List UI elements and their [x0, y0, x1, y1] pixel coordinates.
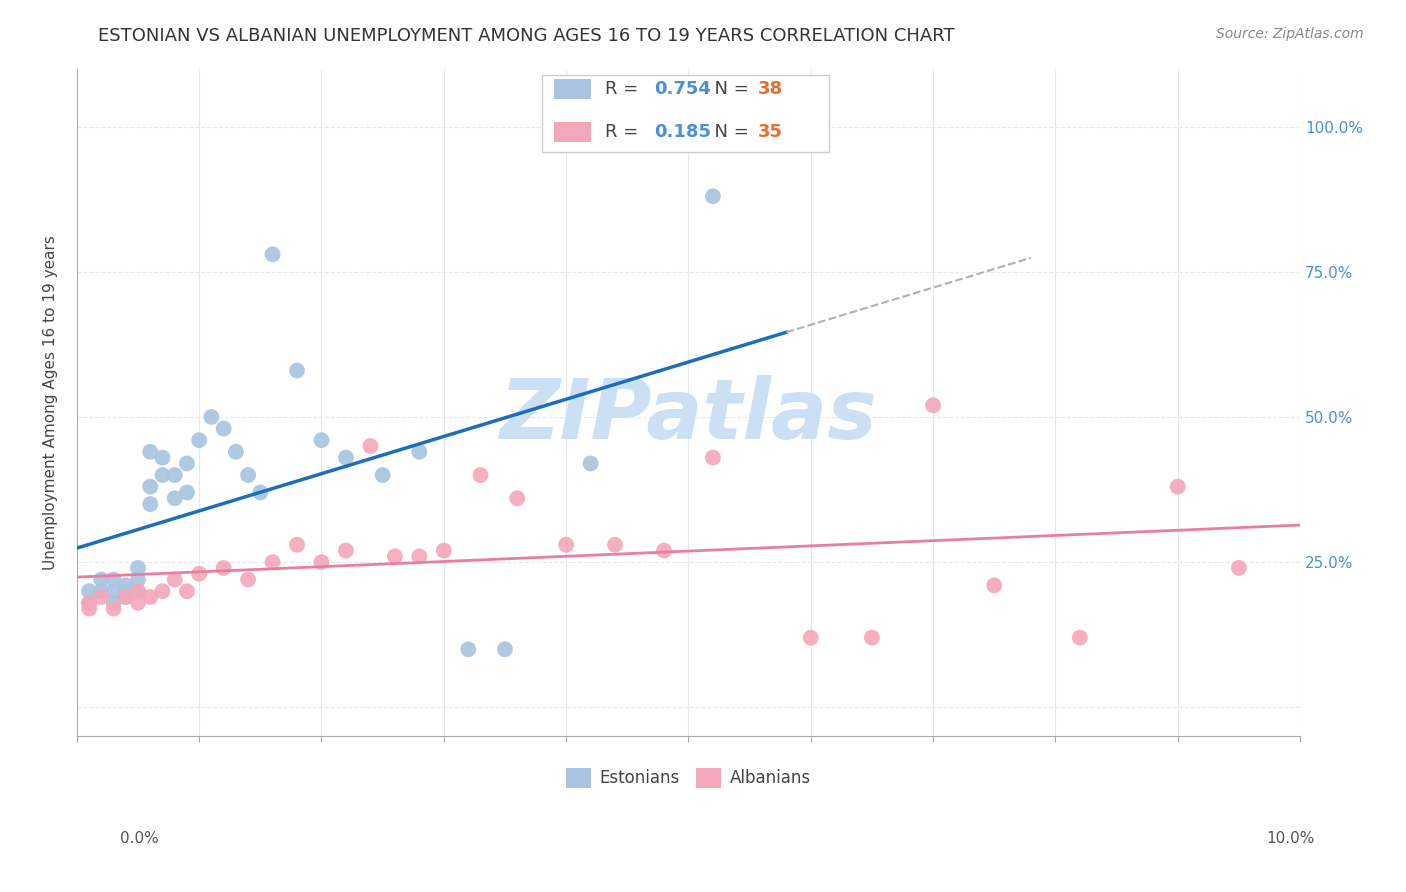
Point	[702, 450, 724, 465]
Point	[702, 189, 724, 203]
Point	[285, 363, 308, 377]
Point	[359, 439, 381, 453]
FancyBboxPatch shape	[541, 75, 830, 152]
Point	[103, 584, 125, 599]
Point	[127, 573, 149, 587]
Text: 0.0%: 0.0%	[120, 831, 159, 846]
Text: Source: ZipAtlas.com: Source: ZipAtlas.com	[1216, 27, 1364, 41]
Point	[114, 584, 136, 599]
Text: 0.754: 0.754	[654, 79, 711, 97]
Point	[800, 631, 823, 645]
Point	[77, 596, 100, 610]
Point	[457, 642, 479, 657]
Point	[90, 573, 112, 587]
Point	[262, 247, 284, 261]
Point	[1069, 631, 1091, 645]
Point	[176, 485, 198, 500]
Point	[152, 450, 174, 465]
Point	[603, 538, 626, 552]
Point	[114, 590, 136, 604]
Point	[163, 491, 186, 506]
Point	[90, 590, 112, 604]
Point	[188, 433, 211, 447]
Point	[506, 491, 529, 506]
Point	[152, 584, 174, 599]
Point	[285, 538, 308, 552]
Point	[408, 445, 430, 459]
Text: ZIPatlas: ZIPatlas	[499, 376, 877, 457]
Point	[77, 584, 100, 599]
Point	[127, 596, 149, 610]
Point	[188, 566, 211, 581]
Point	[163, 468, 186, 483]
Point	[139, 445, 162, 459]
Point	[90, 584, 112, 599]
Text: 0.185: 0.185	[654, 123, 711, 141]
Point	[127, 584, 149, 599]
Point	[262, 555, 284, 569]
Point	[249, 485, 271, 500]
Point	[311, 555, 333, 569]
Point	[103, 596, 125, 610]
Point	[127, 561, 149, 575]
Point	[77, 601, 100, 615]
Point	[139, 590, 162, 604]
Point	[335, 543, 357, 558]
Point	[103, 601, 125, 615]
Text: 38: 38	[758, 79, 783, 97]
Point	[983, 578, 1005, 592]
Point	[163, 573, 186, 587]
Point	[114, 590, 136, 604]
Point	[1227, 561, 1250, 575]
Point	[77, 596, 100, 610]
FancyBboxPatch shape	[554, 122, 591, 142]
Text: R =: R =	[605, 79, 644, 97]
Point	[103, 573, 125, 587]
Point	[311, 433, 333, 447]
Point	[127, 584, 149, 599]
Point	[555, 538, 578, 552]
Point	[176, 584, 198, 599]
Point	[384, 549, 406, 564]
Point	[371, 468, 394, 483]
Point	[200, 409, 222, 424]
Y-axis label: Unemployment Among Ages 16 to 19 years: Unemployment Among Ages 16 to 19 years	[44, 235, 58, 570]
Point	[1167, 480, 1189, 494]
Point	[652, 543, 675, 558]
Text: 10.0%: 10.0%	[1267, 831, 1315, 846]
Text: N =: N =	[703, 123, 755, 141]
Point	[212, 421, 235, 435]
Point	[236, 573, 259, 587]
Point	[176, 457, 198, 471]
Point	[152, 468, 174, 483]
Text: 35: 35	[758, 123, 783, 141]
FancyBboxPatch shape	[554, 78, 591, 99]
Point	[433, 543, 456, 558]
Point	[212, 561, 235, 575]
Point	[236, 468, 259, 483]
Point	[335, 450, 357, 465]
Point	[579, 457, 602, 471]
Point	[494, 642, 516, 657]
Text: R =: R =	[605, 123, 644, 141]
Point	[114, 578, 136, 592]
Point	[860, 631, 883, 645]
Text: N =: N =	[703, 79, 755, 97]
Point	[470, 468, 492, 483]
Point	[139, 480, 162, 494]
Text: ESTONIAN VS ALBANIAN UNEMPLOYMENT AMONG AGES 16 TO 19 YEARS CORRELATION CHART: ESTONIAN VS ALBANIAN UNEMPLOYMENT AMONG …	[98, 27, 955, 45]
Point	[225, 445, 247, 459]
Point	[139, 497, 162, 511]
Point	[922, 398, 945, 412]
Legend: Estonians, Albanians: Estonians, Albanians	[560, 761, 817, 795]
Point	[408, 549, 430, 564]
